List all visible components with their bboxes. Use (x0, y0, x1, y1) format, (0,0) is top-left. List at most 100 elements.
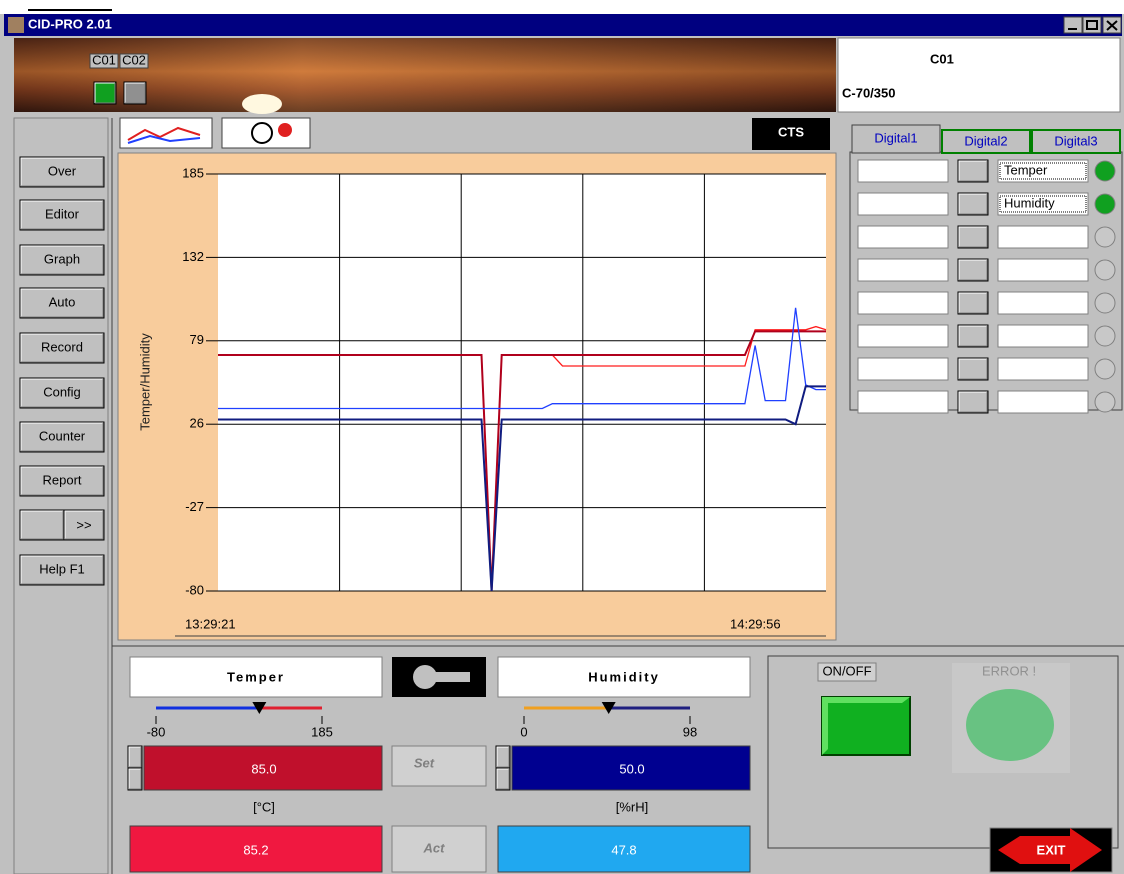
logo-box (752, 118, 830, 150)
menu-label: Record (41, 339, 83, 354)
bevel (958, 160, 987, 181)
toggle[interactable] (957, 159, 989, 183)
bevel (497, 747, 510, 768)
top-strip (0, 0, 1124, 14)
spin-down[interactable] (127, 767, 143, 791)
menu-button[interactable] (19, 287, 105, 319)
bevel (20, 510, 63, 539)
bevel (496, 768, 509, 789)
channel-name: Humidity (588, 669, 660, 684)
chamber-indicator (93, 81, 117, 105)
set-label: Set (414, 755, 435, 770)
act-label: Act (423, 840, 446, 855)
act-value: 47.8 (611, 842, 636, 857)
menu-label: Auto (49, 294, 76, 309)
toggle[interactable] (957, 258, 989, 282)
bevel (21, 467, 104, 496)
menu-button[interactable] (19, 465, 105, 497)
toggle[interactable] (957, 192, 989, 216)
value-box (857, 258, 949, 282)
help-button[interactable] (19, 554, 105, 586)
series-line (218, 307, 826, 410)
menu-button[interactable] (19, 199, 105, 231)
toggle[interactable] (957, 324, 989, 348)
tab-label: Digital2 (964, 133, 1007, 148)
menu-button[interactable] (19, 332, 105, 364)
icon (1106, 20, 1118, 31)
menu-button[interactable] (19, 156, 105, 188)
chamber-tab[interactable] (89, 53, 119, 69)
label-box (997, 390, 1089, 414)
digital-label: Humidity (1004, 195, 1055, 210)
digital-panel: Digital1 Digital2 Digital3 Temper Humidity (849, 124, 1123, 414)
exit-label: EXIT (1037, 842, 1066, 857)
tab-label: Digital3 (1054, 133, 1097, 148)
bevel (20, 200, 103, 229)
label-box (997, 225, 1089, 249)
act-box (391, 825, 487, 873)
value-box (857, 159, 949, 183)
unit: [%rH] (616, 799, 649, 814)
bevel (958, 193, 987, 214)
digital-led (1094, 259, 1116, 281)
value-box (857, 225, 949, 249)
y-tick-label: 79 (190, 332, 204, 347)
set-value-box (143, 745, 383, 791)
tab[interactable] (1031, 129, 1121, 154)
value-box (857, 357, 949, 381)
label-focus (999, 195, 1087, 213)
slider-max: 185 (311, 724, 333, 739)
menu-button[interactable] (19, 377, 105, 409)
slider-min: 0 (520, 724, 527, 739)
bevel (129, 769, 142, 790)
bevel (21, 246, 104, 275)
plot-area (218, 174, 826, 591)
label-box (997, 192, 1089, 216)
more-button[interactable] (63, 509, 105, 541)
digital-led (1094, 226, 1116, 248)
bevel (20, 422, 103, 451)
blank-button[interactable] (19, 509, 65, 541)
bevel (959, 260, 988, 281)
series-line (218, 385, 826, 592)
menu-button[interactable] (19, 421, 105, 453)
minimize[interactable] (1063, 16, 1083, 34)
tab[interactable] (941, 129, 1031, 154)
y-tick-label: -80 (185, 582, 204, 597)
digital-led (1094, 391, 1116, 413)
menu-label: Config (43, 384, 81, 399)
help-label: Help F1 (39, 561, 85, 576)
icon (1086, 20, 1098, 30)
spin-up[interactable] (495, 745, 511, 769)
chamber-indicator (123, 81, 147, 105)
x-end-label: 14:29:56 (730, 616, 781, 631)
bevel (21, 379, 104, 408)
spin-down[interactable] (495, 767, 511, 791)
bevel (21, 423, 104, 452)
toggle[interactable] (957, 225, 989, 249)
tab[interactable] (851, 124, 941, 154)
sun (242, 94, 282, 114)
maximize[interactable] (1082, 16, 1102, 34)
bevel (20, 466, 103, 495)
bevel (959, 194, 988, 215)
chamber-tab[interactable] (119, 53, 149, 69)
toggle[interactable] (957, 291, 989, 315)
exit-arrow (998, 828, 1102, 872)
bevel (958, 259, 987, 280)
menu-button[interactable] (19, 244, 105, 276)
bevel (496, 746, 509, 767)
spin-up[interactable] (127, 745, 143, 769)
window-title: CID-PRO 2.01 (28, 16, 112, 31)
menu-label: Over (48, 163, 77, 178)
bevel (21, 289, 104, 318)
onoff-button[interactable] (821, 696, 911, 756)
toggle[interactable] (957, 357, 989, 381)
toggle[interactable] (957, 390, 989, 414)
digital-led (1094, 325, 1116, 347)
digital-led (1094, 358, 1116, 380)
error-label: ERROR ! (982, 663, 1036, 678)
bevel (128, 768, 141, 789)
bevel (958, 226, 987, 247)
